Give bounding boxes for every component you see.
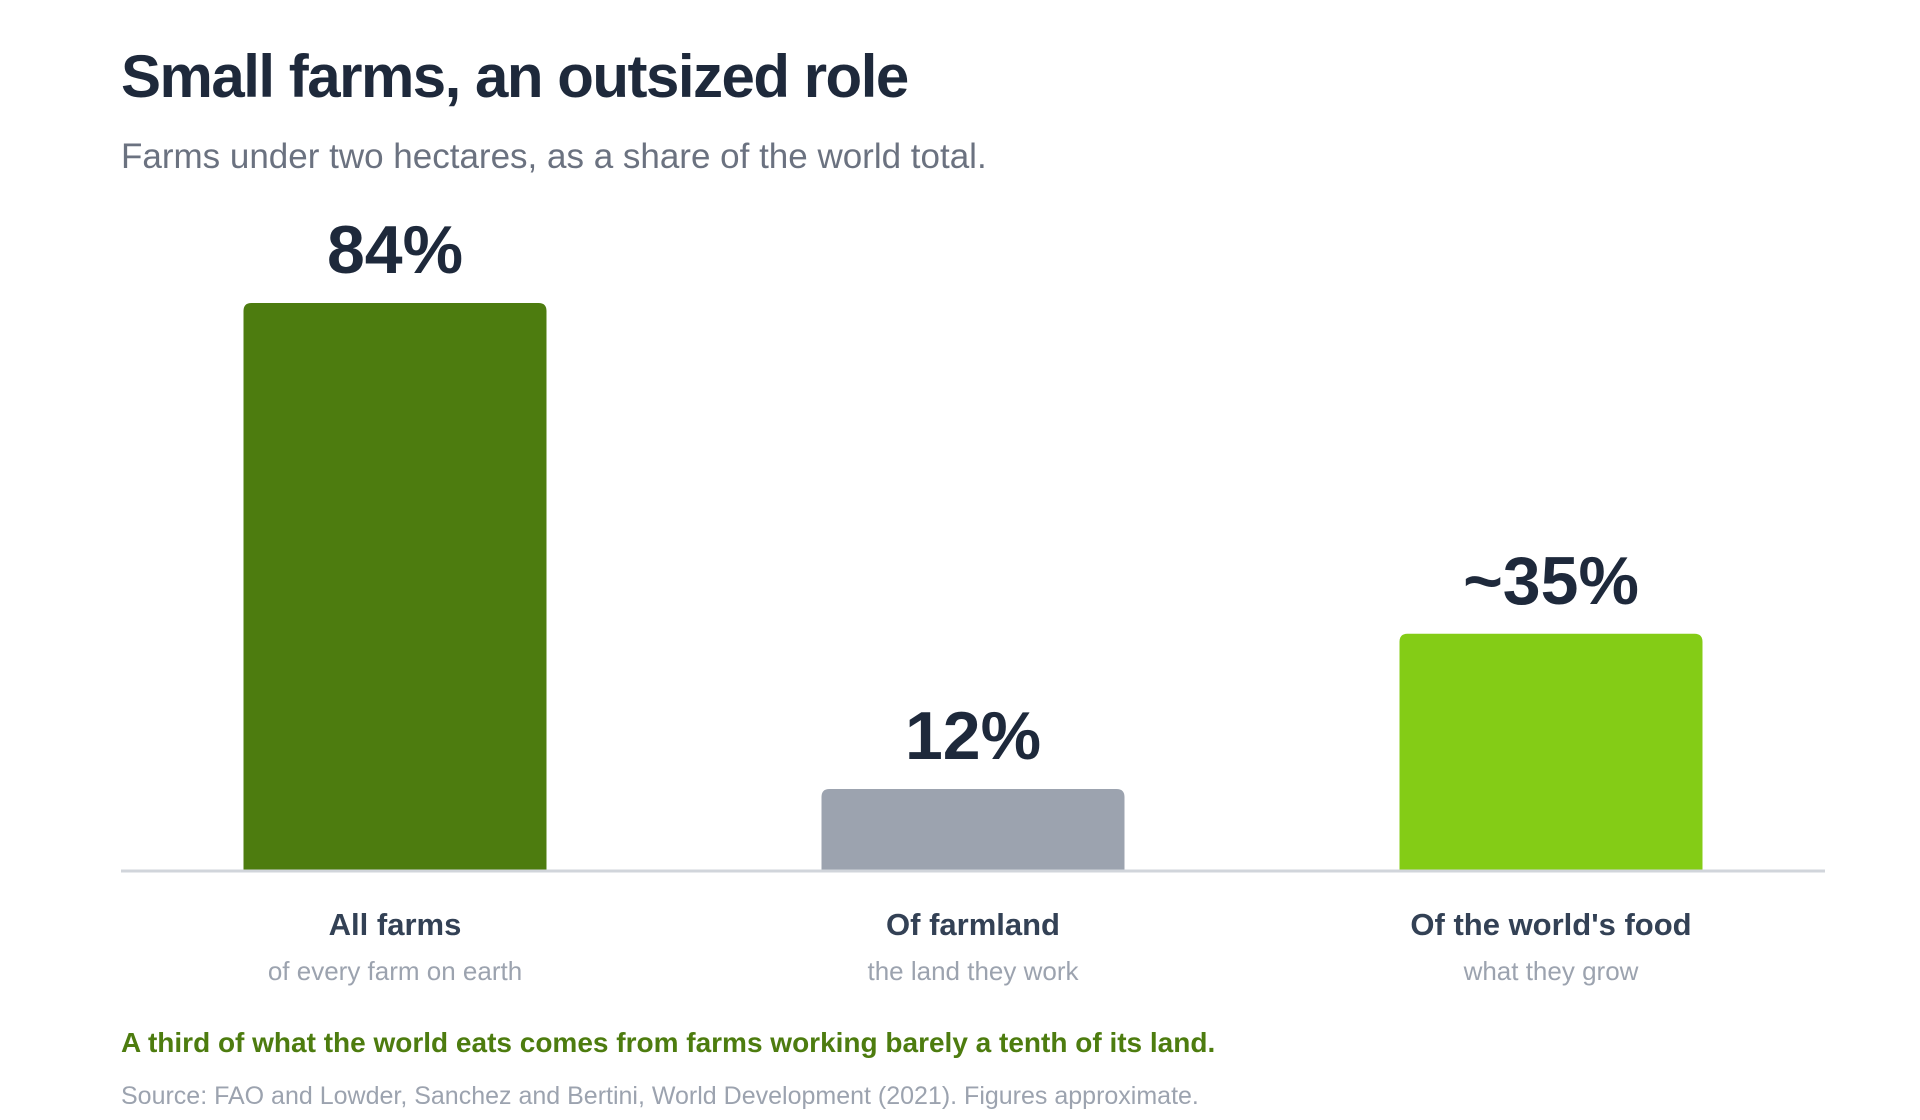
category-sublabel-2: the land they work — [867, 956, 1079, 986]
category-label-1: All farms — [329, 907, 462, 942]
takeaway-note: A third of what the world eats comes fro… — [121, 1027, 1216, 1058]
source-note: Source: FAO and Lowder, Sanchez and Bert… — [121, 1082, 1199, 1110]
value-label-1: 84% — [327, 212, 463, 288]
chart-title: Small farms, an outsized role — [121, 43, 909, 110]
value-label-2: 12% — [905, 698, 1041, 774]
bar-chart: 84% All farms of every farm on earth 12% Of … — [121, 212, 1825, 986]
bar-3 — [1399, 633, 1703, 870]
category-label-3: Of the world's food — [1410, 907, 1691, 942]
bar-2 — [821, 789, 1125, 870]
chart-subtitle: Farms under two hectares, as a share of … — [121, 137, 987, 176]
category-sublabel-3: what they grow — [1463, 956, 1639, 986]
category-sublabel-1: of every farm on earth — [268, 956, 522, 986]
value-label-3: ~35% — [1463, 543, 1639, 619]
bar-1 — [243, 303, 547, 870]
category-label-2: Of farmland — [886, 907, 1060, 942]
